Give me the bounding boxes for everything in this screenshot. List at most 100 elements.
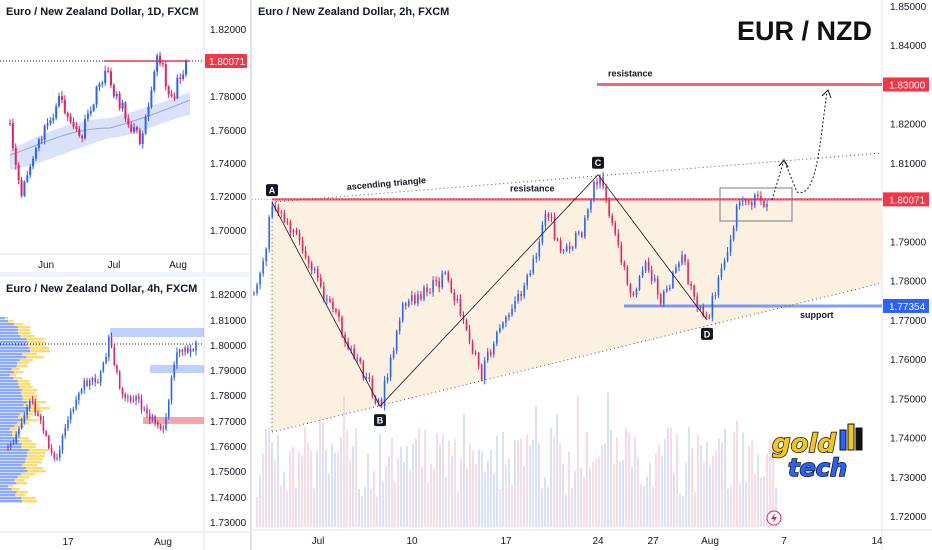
h4-candle	[26, 407, 28, 416]
h4-candle	[192, 349, 195, 351]
main-y-tick: 1.85000	[890, 2, 927, 13]
h4-volume-profile-bar	[27, 452, 46, 455]
daily-candle	[72, 121, 75, 127]
main-volume-bar	[364, 486, 366, 527]
h4-candle	[75, 399, 77, 409]
h4-candle	[184, 347, 186, 352]
main-candle	[414, 295, 416, 304]
main-volume-bar	[418, 428, 420, 527]
h4-candle	[15, 434, 17, 444]
main-volume-bar	[322, 422, 324, 527]
logo-candle-icon	[855, 427, 863, 451]
daily-candle	[26, 175, 29, 182]
main-volume-bar	[274, 460, 276, 527]
daily-candle	[115, 93, 118, 97]
h4-volume-profile-bar	[0, 320, 8, 323]
main-candle	[754, 194, 756, 206]
h4-volume-profile-bar	[0, 338, 27, 341]
h4-volume-profile-bar	[0, 482, 17, 485]
main-candle	[298, 232, 301, 241]
main-candle	[608, 199, 610, 216]
main-candle	[581, 232, 583, 237]
main-candle	[386, 377, 389, 381]
main-candle	[256, 284, 258, 294]
main-volume-bar	[607, 392, 609, 527]
main-candle	[623, 262, 626, 267]
h4-volume-profile-bar	[0, 440, 20, 443]
daily-chart-title: Euro / New Zealand Dollar, 1D, FXCM	[6, 6, 199, 18]
main-candle	[565, 246, 568, 251]
main-volume-bar	[769, 439, 771, 527]
main-candle	[672, 272, 674, 288]
main-candle	[632, 292, 635, 295]
main-candle	[289, 221, 292, 233]
main-volume-bar	[280, 486, 282, 527]
h4-volume-profile-bar	[0, 407, 30, 410]
main-volume-bar	[259, 474, 261, 527]
h4-volume-profile-bar	[22, 353, 37, 356]
main-candle	[760, 196, 762, 201]
main-candle	[675, 267, 677, 273]
main-candle	[763, 200, 765, 207]
main-candle	[571, 247, 574, 249]
h4-volume-profile-bar	[0, 479, 15, 482]
consolidation-box	[719, 187, 793, 222]
daily-candle	[161, 63, 164, 65]
h4-volume-profile-bar	[0, 383, 19, 386]
main-candle	[523, 285, 525, 296]
main-candle	[359, 358, 362, 362]
daily-candle	[49, 120, 52, 124]
h4-candle	[140, 398, 143, 410]
main-volume-bar	[454, 439, 456, 527]
pane-divider-vertical[interactable]	[250, 0, 252, 550]
h4-volume-profile-bar	[0, 332, 19, 335]
point-label-c: C	[595, 158, 602, 168]
daily-y-tick: 1.78000	[210, 92, 247, 103]
main-volume-bar	[724, 428, 726, 527]
daily-candle	[20, 179, 23, 196]
main-candle	[684, 254, 686, 262]
main-volume-bar	[439, 445, 441, 527]
main-volume-bar	[367, 453, 369, 527]
main-candle	[738, 201, 741, 206]
main-candle	[295, 230, 298, 233]
main-volume-bar	[595, 458, 597, 527]
daily-candle	[17, 164, 20, 180]
main-candle	[741, 200, 744, 202]
main-candle	[277, 207, 280, 212]
daily-candle	[112, 85, 115, 97]
chart-big-title: EUR / NZD	[737, 16, 872, 46]
daily-chart-pane[interactable]: Euro / New Zealand Dollar, 1D, FXCM 1.82…	[0, 0, 250, 272]
main-volume-bar	[319, 417, 321, 527]
main-candle	[559, 240, 562, 252]
main-candle	[593, 181, 595, 201]
main-candle	[732, 227, 735, 240]
main-volume-bar	[325, 449, 327, 527]
h4-volume-profile-bar	[26, 356, 44, 359]
daily-candle	[121, 102, 124, 109]
main-chart-pane[interactable]: Euro / New Zealand Dollar, 2h, FXCM EUR …	[252, 0, 932, 550]
daily-x-tick: Jul	[108, 260, 121, 271]
h4-volume-profile-bar	[0, 350, 31, 353]
main-candle	[584, 217, 586, 237]
main-volume-bar	[556, 414, 558, 527]
pane-divider-horizontal[interactable]	[0, 272, 250, 277]
daily-candle	[9, 123, 11, 125]
main-volume-bar	[403, 462, 405, 527]
main-volume-bar	[634, 437, 636, 527]
main-volume-bar	[583, 477, 585, 527]
h4-volume-profile-bar	[0, 467, 27, 470]
h4-candle	[39, 415, 42, 421]
main-candle	[304, 251, 307, 258]
main-candle	[329, 299, 331, 302]
main-volume-bar	[610, 429, 612, 527]
main-candle	[398, 320, 401, 332]
main-volume-bar	[535, 406, 537, 527]
main-candle	[577, 232, 580, 234]
h4-y-tick: 1.77000	[210, 417, 247, 428]
daily-candle	[173, 96, 176, 99]
main-volume-bar	[307, 442, 309, 527]
daily-candle	[138, 130, 141, 144]
h4-candle	[31, 401, 34, 403]
h4-chart-pane[interactable]: Euro / New Zealand Dollar, 4h, FXCM 1.82…	[0, 277, 250, 550]
